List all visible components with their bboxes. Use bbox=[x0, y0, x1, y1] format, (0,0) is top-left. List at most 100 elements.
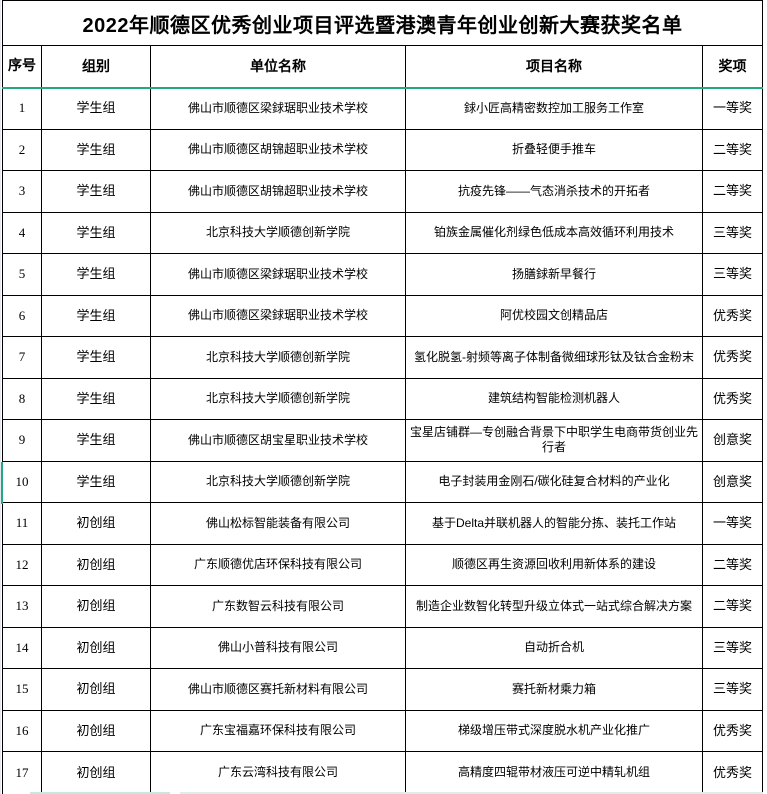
cell-project: 顺德区再生资源回收利用新体系的建设 bbox=[406, 544, 703, 585]
cell-unit: 佛山市顺德区梁銶琚职业技术学校 bbox=[151, 295, 406, 336]
cell-group: 学生组 bbox=[42, 88, 151, 129]
cell-award: 优秀奖 bbox=[712, 722, 752, 738]
cell-no: 3 bbox=[3, 171, 42, 212]
cell-award: 三等奖 bbox=[712, 224, 752, 240]
cell-no: 16 bbox=[3, 710, 42, 751]
table-row: 7 学生组 北京科技大学顺德创新学院 氢化脱氢-射频等离子体制备微细球形钛及钛合… bbox=[3, 337, 762, 379]
cell-group: 学生组 bbox=[42, 461, 151, 502]
cell-no: 15 bbox=[3, 669, 42, 710]
cell-project: 自动折合机 bbox=[406, 627, 703, 668]
cell-award: 二等奖 bbox=[712, 598, 752, 614]
cell-no: 12 bbox=[3, 544, 42, 585]
cell-unit: 广东云湾科技有限公司 bbox=[151, 752, 406, 794]
table-header-row: 序号 组别 单位名称 项目名称 奖项 bbox=[3, 46, 762, 88]
table-row: 10 学生组 北京科技大学顺德创新学院 电子封装用金刚石/碳化硅复合材料的产业化… bbox=[3, 461, 762, 503]
cell-unit: 广东宝福嘉环保科技有限公司 bbox=[151, 710, 406, 751]
cell-no: 14 bbox=[3, 627, 42, 668]
cell-award: 优秀奖 bbox=[712, 349, 752, 365]
cell-award: 优秀奖 bbox=[712, 307, 752, 323]
cell-group: 学生组 bbox=[42, 295, 151, 336]
cell-award: 优秀奖 bbox=[712, 764, 752, 780]
cell-no: 11 bbox=[3, 503, 42, 544]
cell-no: 6 bbox=[3, 295, 42, 336]
cell-no: 1 bbox=[3, 88, 42, 129]
freeze-pane-horizontal-line bbox=[2, 87, 763, 89]
cell-award: 三等奖 bbox=[712, 681, 752, 697]
cell-project: 赛托新材乘力箱 bbox=[406, 669, 703, 710]
cell-project: 建筑结构智能检测机器人 bbox=[406, 378, 703, 419]
cell-no: 9 bbox=[3, 420, 42, 461]
cell-no: 5 bbox=[3, 254, 42, 295]
cell-no: 8 bbox=[3, 378, 42, 419]
cell-unit: 广东数智云科技有限公司 bbox=[151, 586, 406, 627]
table-row: 16 初创组 广东宝福嘉环保科技有限公司 梯级增压带式深度脱水机产业化推广 优秀… bbox=[3, 710, 762, 752]
cell-unit: 佛山市顺德区赛托新材料有限公司 bbox=[151, 669, 406, 710]
cell-unit: 佛山市顺德区胡锦超职业技术学校 bbox=[151, 129, 406, 170]
table-row: 15 初创组 佛山市顺德区赛托新材料有限公司 赛托新材乘力箱 三等奖 bbox=[3, 669, 762, 711]
cell-award: 三等奖 bbox=[712, 639, 752, 655]
table-row: 2 学生组 佛山市顺德区胡锦超职业技术学校 折叠轻便手推车 二等奖 bbox=[3, 129, 762, 171]
cell-project: 电子封装用金刚石/碳化硅复合材料的产业化 bbox=[406, 461, 703, 502]
cell-group: 学生组 bbox=[42, 378, 151, 419]
cell-award: 二等奖 bbox=[712, 556, 752, 572]
cell-project: 制造企业数智化转型升级立体式一站式综合解决方案 bbox=[406, 586, 703, 627]
table-row: 12 初创组 广东顺德优店环保科技有限公司 顺德区再生资源回收利用新体系的建设 … bbox=[3, 544, 762, 586]
cell-no: 2 bbox=[3, 129, 42, 170]
table-row: 11 初创组 佛山松标智能装备有限公司 基于Delta并联机器人的智能分拣、装托… bbox=[3, 503, 762, 545]
bottom-edge-artifact bbox=[180, 792, 763, 794]
table-row: 5 学生组 佛山市顺德区梁銶琚职业技术学校 扬膳銶新早餐行 三等奖 bbox=[3, 254, 762, 296]
table-row: 17 初创组 广东云湾科技有限公司 高精度四辊带材液压可逆中精轧机组 优秀奖 bbox=[3, 752, 762, 794]
cell-no: 4 bbox=[3, 212, 42, 253]
cell-project: 抗疫先锋——气态消杀技术的开拓者 bbox=[406, 171, 703, 212]
screenshot-left-edge bbox=[0, 0, 1, 794]
cell-group: 初创组 bbox=[42, 586, 151, 627]
cell-no: 13 bbox=[3, 586, 42, 627]
cell-award: 一等奖 bbox=[712, 515, 752, 531]
cell-group: 学生组 bbox=[42, 171, 151, 212]
cell-project: 阿优校园文创精品店 bbox=[406, 295, 703, 336]
header-project: 项目名称 bbox=[406, 46, 703, 87]
cell-group: 学生组 bbox=[42, 254, 151, 295]
table-row: 14 初创组 佛山小普科技有限公司 自动折合机 三等奖 bbox=[3, 627, 762, 669]
table-row: 4 学生组 北京科技大学顺德创新学院 铂族金属催化剂绿色低成本高效循环利用技术 … bbox=[3, 212, 762, 254]
cell-award: 创意奖 bbox=[712, 473, 752, 489]
cell-unit: 广东顺德优店环保科技有限公司 bbox=[151, 544, 406, 585]
cell-group: 初创组 bbox=[42, 669, 151, 710]
bottom-edge-artifact bbox=[30, 792, 170, 794]
cell-award: 创意奖 bbox=[712, 432, 752, 448]
cell-no: 17 bbox=[3, 752, 42, 794]
cell-award: 三等奖 bbox=[712, 266, 752, 282]
cell-unit: 佛山市顺德区胡锦超职业技术学校 bbox=[151, 171, 406, 212]
cell-no: 10 bbox=[3, 461, 42, 502]
cell-unit: 佛山松标智能装备有限公司 bbox=[151, 503, 406, 544]
cell-unit: 北京科技大学顺德创新学院 bbox=[151, 378, 406, 419]
table-row: 1 学生组 佛山市顺德区梁銶琚职业技术学校 銶小匠高精密数控加工服务工作室 一等… bbox=[3, 88, 762, 130]
cell-project: 宝星店铺群—专创融合背景下中职学生电商带货创业先行者 bbox=[406, 420, 703, 461]
cell-group: 学生组 bbox=[42, 420, 151, 461]
header-award: 奖项 bbox=[718, 57, 747, 74]
cell-group: 学生组 bbox=[42, 212, 151, 253]
cell-unit: 佛山小普科技有限公司 bbox=[151, 627, 406, 668]
cell-group: 初创组 bbox=[42, 627, 151, 668]
header-no: 序号 bbox=[3, 46, 42, 87]
cell-unit: 佛山市顺德区梁銶琚职业技术学校 bbox=[151, 254, 406, 295]
cell-group: 初创组 bbox=[42, 544, 151, 585]
table-row: 3 学生组 佛山市顺德区胡锦超职业技术学校 抗疫先锋——气态消杀技术的开拓者 二… bbox=[3, 171, 762, 213]
cell-project: 铂族金属催化剂绿色低成本高效循环利用技术 bbox=[406, 212, 703, 253]
cell-award: 优秀奖 bbox=[712, 390, 752, 406]
table-row: 13 初创组 广东数智云科技有限公司 制造企业数智化转型升级立体式一站式综合解决… bbox=[3, 586, 762, 628]
cell-unit: 佛山市顺德区胡宝星职业技术学校 bbox=[151, 420, 406, 461]
cell-project: 梯级增压带式深度脱水机产业化推广 bbox=[406, 710, 703, 751]
table-row: 8 学生组 北京科技大学顺德创新学院 建筑结构智能检测机器人 优秀奖 bbox=[3, 378, 762, 420]
cell-project: 基于Delta并联机器人的智能分拣、装托工作站 bbox=[406, 503, 703, 544]
cell-project: 氢化脱氢-射频等离子体制备微细球形钛及钛合金粉末 bbox=[406, 337, 703, 378]
cell-unit: 佛山市顺德区梁銶琚职业技术学校 bbox=[151, 88, 406, 129]
header-group: 组别 bbox=[42, 46, 151, 87]
cell-unit: 北京科技大学顺德创新学院 bbox=[151, 337, 406, 378]
cell-group: 初创组 bbox=[42, 503, 151, 544]
cell-award: 二等奖 bbox=[712, 183, 752, 199]
cell-project: 折叠轻便手推车 bbox=[406, 129, 703, 170]
cell-no: 7 bbox=[3, 337, 42, 378]
